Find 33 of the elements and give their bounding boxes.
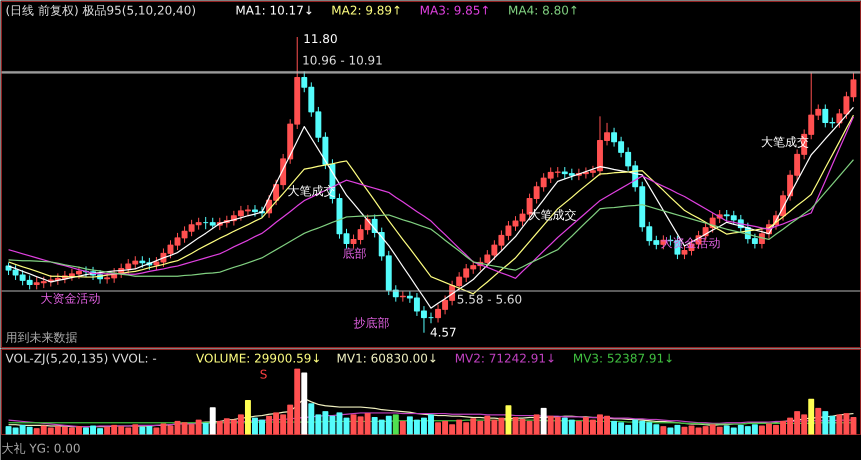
bar [808,398,814,434]
annotation: 4.57 [430,326,457,340]
bar [505,405,512,434]
text: MA2: 9.89↑ [331,4,402,18]
bar [202,422,209,434]
text: 大礼 YG: 0.00 [2,442,81,456]
band-label: 10.96 - 10.91 [302,53,383,68]
annotation: 用到未来数据 [6,330,78,344]
text: MV1: 60830.00↓ [336,352,438,366]
chart-title: VOL-ZJ(5,20,135) VVOL: - [6,352,157,366]
text: VOLUME: 29900.59↓ [196,352,322,366]
text: MA1: 10.17↓ [235,4,314,18]
band-label: 5.58 - 5.60 [456,292,522,306]
text: MA3: 9.85↑ [420,4,490,18]
text: MA4: 8.80↑ [508,4,579,18]
bar [392,414,399,434]
bar [815,408,822,434]
annotation: 抄底部 [354,316,390,330]
candlestick [202,216,209,230]
bar [301,372,308,434]
bar [400,420,406,434]
text: MV2: 71242.91↓ [454,352,556,366]
annotation: 11.80 [303,32,338,46]
candlestick [210,217,216,228]
bar [210,407,216,434]
chart-title: (日线 前复权) 极品95(5,10,20,40) [6,4,196,18]
bar [540,408,547,434]
bar [244,400,251,434]
annotation: 底部 [342,246,367,260]
annotation: S [260,368,268,382]
bar [660,426,666,434]
annotation: 大资金活动 [40,292,100,306]
text: MV3: 52387.91↓ [572,352,674,366]
